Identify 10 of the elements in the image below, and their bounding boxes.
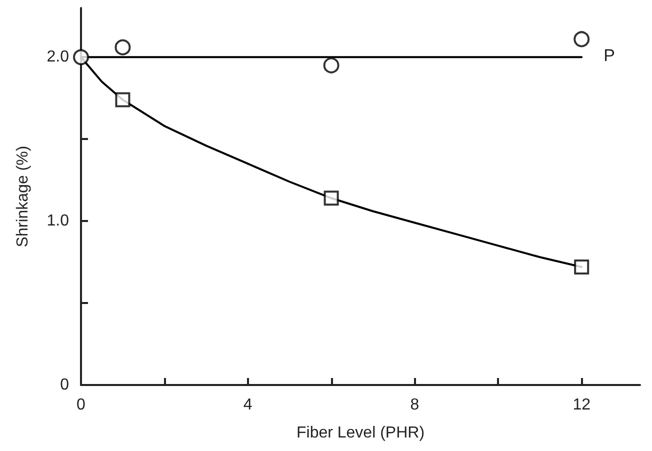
x-tick-label: 8 — [410, 396, 420, 414]
x-tick-label: 0 — [76, 396, 86, 414]
y-tick-label: 1.0 — [46, 212, 70, 230]
y-tick-label: 0 — [60, 376, 70, 394]
y-tick-label: 2.0 — [46, 48, 70, 66]
y-axis-title: Shrinkage (%) — [14, 146, 32, 248]
annotation: P — [604, 46, 615, 66]
x-tick-label: 12 — [572, 396, 591, 414]
x-axis-title: Fiber Level (PHR) — [296, 424, 425, 442]
x-tick-label: 4 — [243, 396, 252, 414]
